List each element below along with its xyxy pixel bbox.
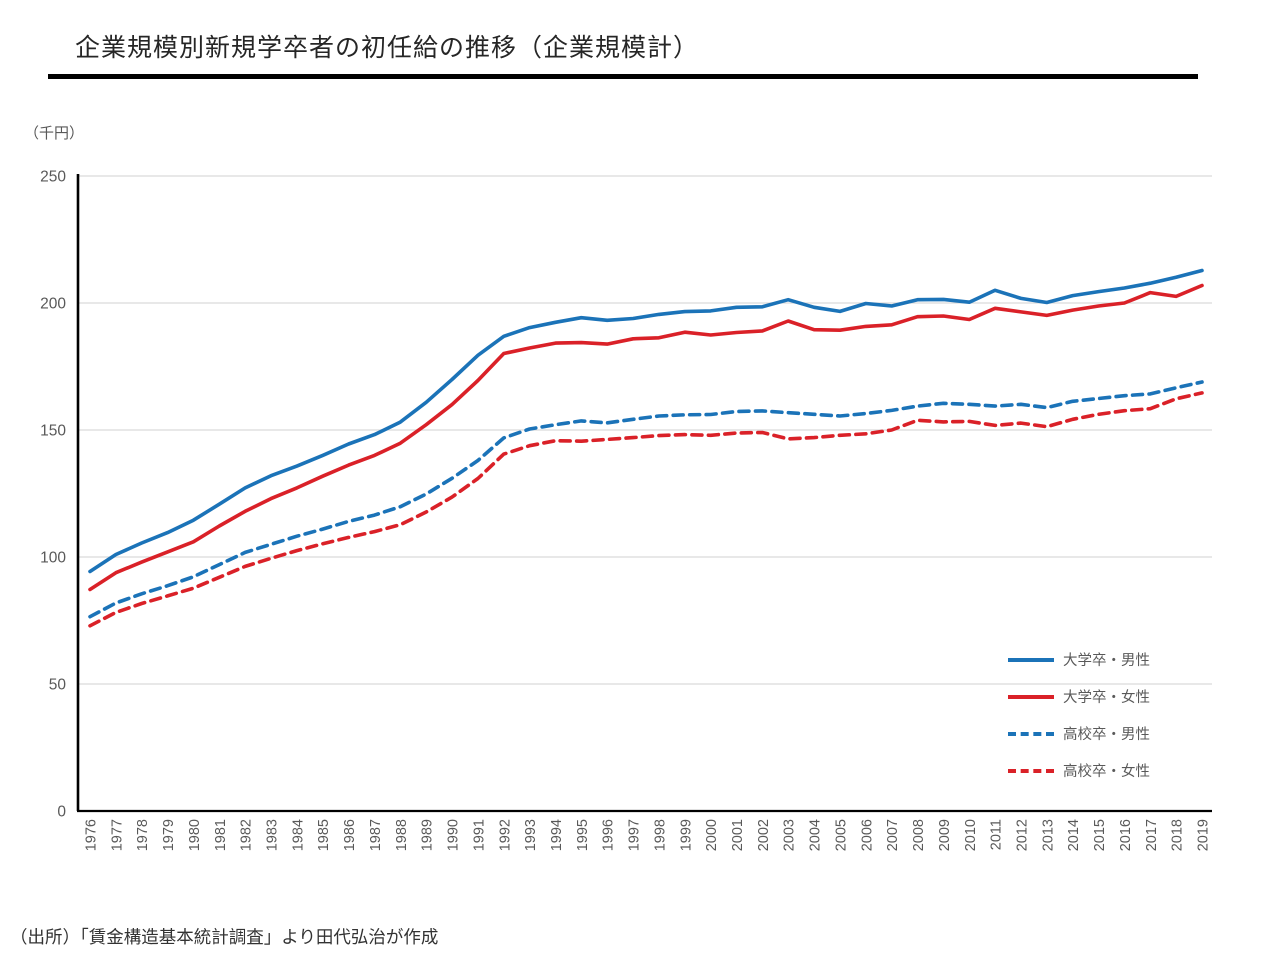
svg-text:2018: 2018 — [1170, 819, 1186, 851]
svg-text:1984: 1984 — [290, 819, 306, 851]
svg-text:1977: 1977 — [109, 819, 125, 851]
svg-text:1982: 1982 — [239, 819, 255, 851]
svg-text:2001: 2001 — [730, 819, 746, 851]
svg-text:2012: 2012 — [1014, 819, 1030, 851]
svg-text:2015: 2015 — [1092, 819, 1108, 851]
svg-text:2011: 2011 — [989, 819, 1005, 850]
svg-text:1979: 1979 — [161, 819, 177, 851]
svg-text:1996: 1996 — [601, 819, 617, 851]
svg-text:2005: 2005 — [833, 819, 849, 851]
svg-text:2006: 2006 — [859, 819, 875, 851]
svg-text:1981: 1981 — [213, 819, 229, 851]
svg-text:2009: 2009 — [937, 819, 953, 851]
legend-swatch-hs-female — [1008, 768, 1054, 773]
svg-text:1989: 1989 — [420, 819, 436, 851]
legend-swatch-hs-male — [1008, 731, 1054, 736]
svg-text:1992: 1992 — [497, 819, 513, 851]
svg-text:2003: 2003 — [782, 819, 798, 851]
svg-text:1998: 1998 — [652, 819, 668, 851]
legend-label-univ-female: 大学卒・女性 — [1063, 690, 1150, 706]
legend-item-hs-male: 高校卒・男性 — [1008, 722, 1198, 745]
source-note: （出所）「賃金構造基本統計調査」より田代弘治が作成 — [10, 927, 439, 947]
svg-text:1980: 1980 — [187, 819, 203, 851]
svg-text:1978: 1978 — [135, 819, 151, 851]
svg-text:1993: 1993 — [523, 819, 539, 851]
y-gridlines — [78, 175, 1212, 685]
series-univ-male-line — [88, 268, 1204, 574]
series-univ-female-line — [88, 283, 1204, 592]
svg-text:2019: 2019 — [1196, 819, 1212, 851]
y-axis-unit-label: （千円） — [24, 125, 85, 142]
legend-swatch-univ-male — [1008, 657, 1054, 662]
svg-text:100: 100 — [40, 550, 66, 567]
svg-text:1983: 1983 — [265, 819, 281, 851]
series-hs-female-line — [88, 391, 1204, 628]
svg-text:1999: 1999 — [678, 819, 694, 851]
svg-text:150: 150 — [40, 423, 66, 440]
svg-text:2013: 2013 — [1040, 819, 1056, 851]
legend-item-hs-female: 高校卒・女性 — [1008, 759, 1198, 782]
x-tick-labels: 1976 1977 1978 1979 1980 1981 1982 1983 1984 1985… — [84, 819, 1212, 851]
svg-text:2017: 2017 — [1144, 819, 1160, 851]
title-underline — [48, 74, 1198, 79]
svg-text:1987: 1987 — [368, 819, 384, 851]
svg-text:50: 50 — [49, 677, 67, 694]
svg-text:1976: 1976 — [84, 819, 100, 851]
svg-text:0: 0 — [57, 804, 66, 821]
svg-text:1986: 1986 — [342, 819, 358, 851]
svg-text:1985: 1985 — [316, 819, 332, 851]
svg-text:250: 250 — [40, 169, 66, 186]
svg-text:1997: 1997 — [627, 819, 643, 851]
axes — [76, 174, 1212, 813]
legend-item-univ-female: 大学卒・女性 — [1008, 685, 1198, 708]
legend-swatch-univ-female — [1008, 694, 1054, 699]
svg-text:2002: 2002 — [756, 819, 772, 851]
svg-text:1991: 1991 — [471, 819, 487, 851]
legend-label-hs-male: 高校卒・男性 — [1063, 727, 1150, 743]
svg-text:2010: 2010 — [963, 819, 979, 851]
legend: 大学卒・男性 大学卒・女性 高校卒・男性 高校卒・女性 — [1008, 648, 1198, 796]
svg-text:2014: 2014 — [1066, 819, 1082, 851]
legend-item-univ-male: 大学卒・男性 — [1008, 648, 1198, 671]
legend-label-hs-female: 高校卒・女性 — [1063, 764, 1150, 780]
svg-text:1990: 1990 — [446, 819, 462, 851]
svg-text:2008: 2008 — [911, 819, 927, 851]
y-tick-labels: 0 50 100 150 200 250 — [40, 169, 66, 821]
svg-text:2000: 2000 — [704, 819, 720, 851]
svg-text:200: 200 — [40, 296, 66, 313]
chart-title: 企業規模別新規学卒者の初任給の推移（企業規模計） — [75, 34, 700, 62]
svg-text:1994: 1994 — [549, 819, 565, 851]
svg-text:1988: 1988 — [394, 819, 410, 851]
svg-text:2007: 2007 — [885, 819, 901, 851]
series-hs-male-line — [88, 380, 1204, 619]
svg-text:1995: 1995 — [575, 819, 591, 851]
legend-label-univ-male: 大学卒・男性 — [1063, 653, 1150, 669]
svg-text:2004: 2004 — [808, 819, 824, 851]
svg-text:2016: 2016 — [1118, 819, 1134, 851]
